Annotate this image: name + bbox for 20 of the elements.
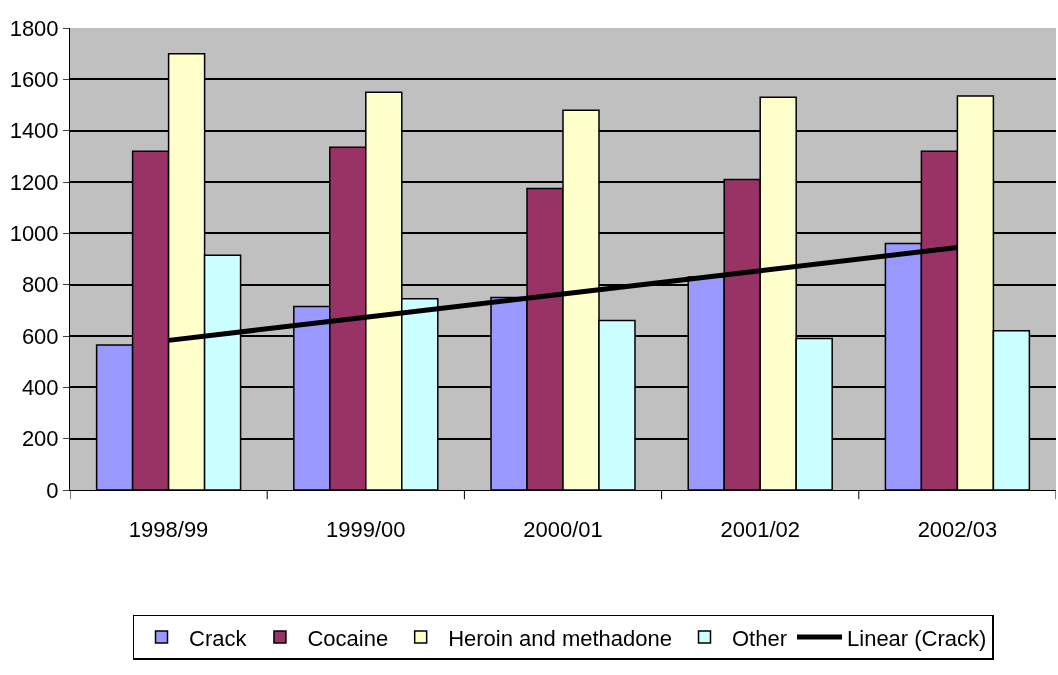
y-tick-label: 400 xyxy=(21,375,59,401)
y-tick-label: 1800 xyxy=(9,15,59,41)
y-tick-label: 600 xyxy=(21,323,59,349)
legend-label: Crack xyxy=(189,625,248,651)
y-tick-label: 1000 xyxy=(9,221,59,247)
x-tick-label: 1999/00 xyxy=(326,517,406,543)
legend-label: Other xyxy=(732,625,788,651)
y-tick-label: 1200 xyxy=(9,169,59,195)
x-tick-label: 2000/01 xyxy=(523,517,603,543)
legend-label: Heroin and methadone xyxy=(448,625,672,651)
x-tick-label: 2001/02 xyxy=(720,517,800,543)
y-tick-label: 800 xyxy=(21,272,59,298)
x-tick-label: 2002/03 xyxy=(917,517,998,543)
y-tick-label: 1600 xyxy=(9,67,59,93)
legend-label: Cocaine xyxy=(307,625,389,651)
y-tick-label: 1400 xyxy=(9,118,59,144)
legend-label: Linear (Crack) xyxy=(847,625,987,651)
y-tick-label: 200 xyxy=(21,426,59,452)
x-tick-label: 1998/99 xyxy=(128,517,209,543)
y-tick-label: 0 xyxy=(46,477,59,503)
